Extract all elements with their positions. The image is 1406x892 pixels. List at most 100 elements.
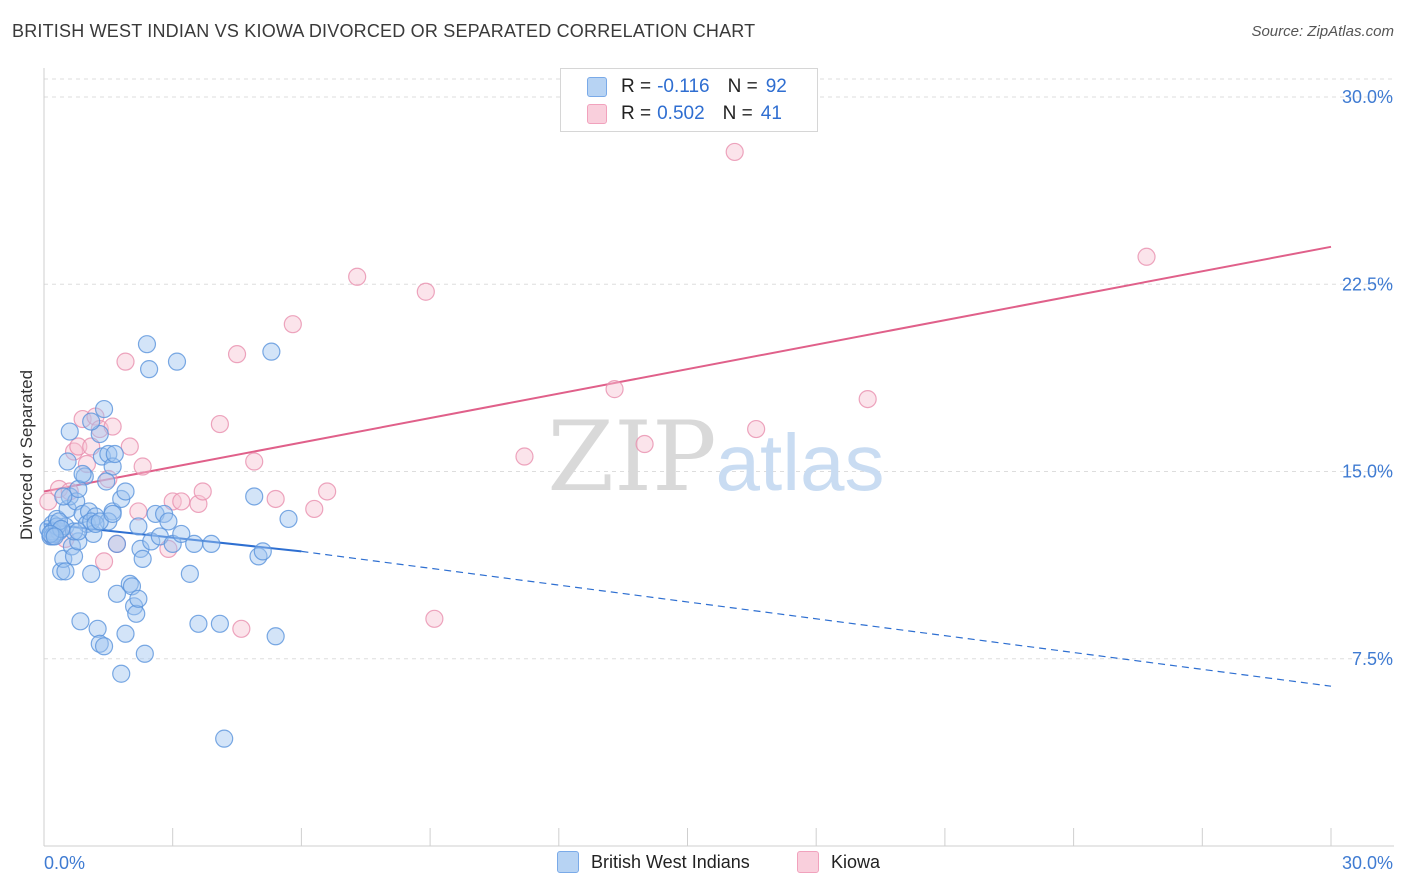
point-kiowa (1137, 247, 1156, 266)
point-british-west-indians (159, 512, 178, 531)
point-kiowa (515, 447, 534, 466)
point-british-west-indians (56, 562, 75, 581)
point-kiowa (318, 482, 337, 501)
legend-n-label: N = (727, 76, 758, 97)
point-british-west-indians (94, 399, 114, 419)
point-kiowa (193, 482, 212, 501)
point-british-west-indians (90, 424, 109, 444)
point-british-west-indians (133, 549, 152, 568)
legend-n-value: 92 (765, 76, 787, 97)
point-kiowa (227, 345, 247, 364)
y-tick-label: 7.5% (1352, 649, 1393, 669)
point-kiowa (305, 499, 324, 519)
point-british-west-indians (262, 342, 281, 361)
point-british-west-indians (116, 624, 135, 643)
point-british-west-indians (266, 627, 285, 646)
point-british-west-indians (116, 482, 135, 501)
point-kiowa (266, 489, 285, 509)
point-british-west-indians (140, 360, 159, 379)
point-british-west-indians (69, 522, 88, 541)
legend-swatch-pink (797, 851, 819, 873)
point-british-west-indians (137, 335, 157, 354)
point-british-west-indians (107, 584, 127, 603)
point-british-west-indians (129, 589, 148, 608)
point-kiowa (416, 282, 435, 301)
point-kiowa (94, 552, 114, 571)
point-kiowa (725, 142, 744, 162)
x-tick-label: 0.0% (44, 853, 85, 873)
point-british-west-indians (127, 604, 146, 623)
legend-r-value: -0.116 (657, 76, 710, 97)
point-british-west-indians (172, 524, 191, 544)
point-kiowa (283, 315, 302, 334)
legend-swatch-blue (557, 851, 579, 873)
point-british-west-indians (58, 452, 77, 471)
point-kiowa (858, 389, 877, 409)
legend-r-value: 0.502 (657, 103, 705, 124)
point-british-west-indians (142, 532, 161, 551)
point-british-west-indians (107, 534, 127, 554)
point-british-west-indians (64, 547, 84, 566)
point-british-west-indians (73, 464, 92, 484)
grid-lines (44, 78, 1394, 660)
point-kiowa (232, 619, 251, 638)
point-british-west-indians (82, 564, 101, 583)
point-british-west-indians (253, 542, 272, 561)
series-legend: British West Indians Kiowa (0, 851, 1406, 877)
trend-line-extension (301, 550, 1332, 687)
point-british-west-indians (54, 487, 73, 506)
point-kiowa (69, 437, 88, 456)
data-points (39, 142, 1156, 748)
y-tick-label: 30.0% (1342, 87, 1393, 107)
x-tick-label: 30.0% (1342, 853, 1393, 873)
legend-row-blue: R = -0.116 N = 92 (587, 75, 787, 99)
point-british-west-indians (45, 527, 64, 546)
point-british-west-indians (60, 422, 79, 441)
point-british-west-indians (215, 729, 234, 748)
axes (43, 68, 1394, 847)
point-british-west-indians (120, 574, 139, 593)
tick-labels: 7.5% 15.0% 22.5% 30.0% 0.0% 30.0% (44, 87, 1393, 873)
watermark-atlas: atlas (716, 418, 885, 507)
point-british-west-indians (189, 614, 208, 633)
watermark-zip: ZIP (547, 401, 716, 513)
point-british-west-indians (185, 534, 204, 554)
point-british-west-indians (88, 619, 107, 638)
chart-title: BRITISH WEST INDIAN VS KIOWA DIVORCED OR… (12, 21, 756, 41)
source-credit: Source: ZipAtlas.com (1251, 23, 1394, 40)
point-british-west-indians (94, 637, 114, 656)
point-british-west-indians (103, 504, 122, 524)
correlation-legend: R = -0.116 N = 92 R = 0.502 N = 41 (560, 68, 818, 132)
point-british-west-indians (180, 564, 199, 583)
point-british-west-indians (210, 614, 229, 633)
point-british-west-indians (69, 532, 88, 551)
point-british-west-indians (279, 509, 298, 529)
point-kiowa (210, 414, 229, 434)
point-kiowa (120, 437, 139, 456)
point-british-west-indians (245, 487, 264, 506)
y-tick-label: 22.5% (1342, 274, 1393, 294)
point-kiowa (605, 380, 624, 399)
point-kiowa (348, 267, 367, 286)
legend-r-label: R = (621, 76, 652, 97)
watermark: ZIP atlas (547, 401, 884, 513)
y-tick-label: 15.0% (1342, 462, 1393, 482)
point-kiowa (133, 457, 152, 476)
point-british-west-indians (49, 512, 69, 531)
point-british-west-indians (167, 352, 187, 371)
point-british-west-indians (135, 644, 154, 663)
legend-swatch-pink (587, 104, 607, 124)
legend-item-kiowa[interactable]: Kiowa (797, 851, 880, 873)
point-kiowa (635, 434, 654, 454)
point-british-west-indians (129, 517, 148, 536)
point-kiowa (172, 492, 191, 511)
legend-label: British West Indians (591, 851, 750, 872)
point-british-west-indians (97, 472, 116, 491)
legend-swatch-blue (587, 77, 607, 97)
legend-label: Kiowa (831, 851, 881, 872)
point-british-west-indians (69, 479, 88, 499)
point-kiowa (245, 452, 264, 471)
point-british-west-indians (105, 444, 124, 464)
legend-item-british-west-indians[interactable]: British West Indians (557, 851, 750, 873)
